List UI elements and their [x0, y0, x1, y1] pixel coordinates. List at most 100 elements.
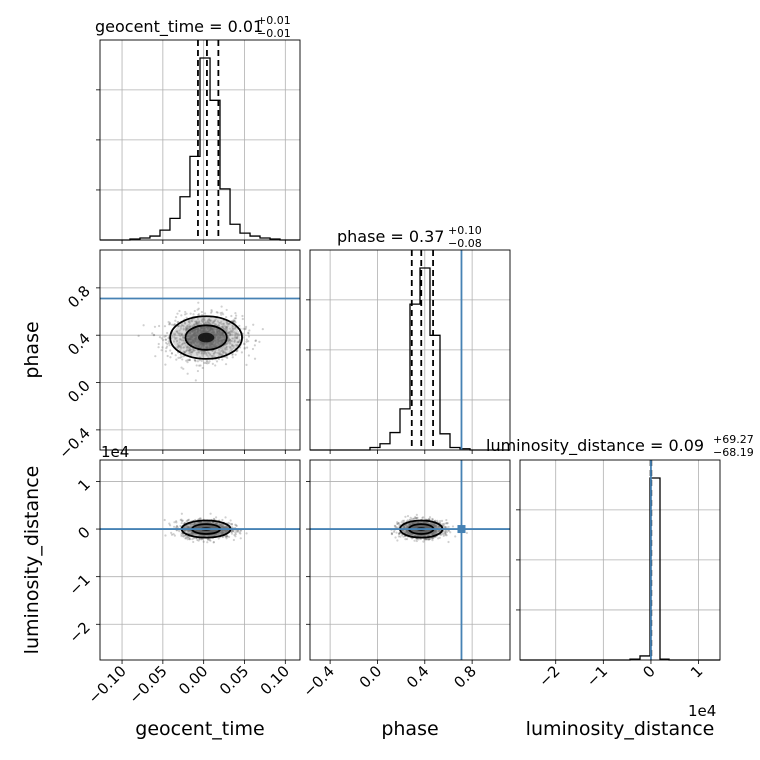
scatter-point: [203, 361, 206, 365]
scatter-point: [406, 530, 409, 533]
scatter-point: [219, 350, 222, 353]
scatter-point: [173, 332, 177, 335]
scatter-point: [235, 332, 238, 336]
scatter-point: [218, 524, 221, 527]
scatter-point: [408, 533, 411, 536]
scatter-point: [212, 352, 215, 355]
scatter-point: [433, 525, 436, 528]
scatter-point: [435, 531, 438, 535]
scatter-point: [226, 331, 230, 334]
scatter-point: [197, 521, 200, 524]
scatter-point: [175, 520, 178, 523]
scatter-point: [435, 525, 438, 528]
scatter-point: [225, 525, 228, 528]
scatter-point: [221, 325, 224, 329]
scatter-point: [406, 525, 409, 528]
scatter-point: [219, 533, 222, 536]
scatter-point: [173, 336, 176, 339]
scatter-point: [225, 320, 228, 324]
scatter-point: [184, 344, 187, 347]
scatter-point: [224, 535, 227, 538]
scatter-point: [433, 530, 436, 533]
scatter-point: [190, 532, 193, 535]
scatter-point: [233, 340, 236, 343]
scatter-point: [226, 529, 230, 532]
scatter-point: [187, 327, 190, 331]
scatter-point: [431, 536, 434, 540]
scatter-point: [226, 325, 229, 328]
scatter-point: [252, 323, 255, 326]
scatter-point: [180, 518, 183, 521]
x-tick-label-geocent_time: 0.05: [216, 662, 252, 698]
scatter-point: [204, 361, 208, 365]
scatter-point: [234, 333, 238, 336]
scatter-point: [196, 308, 199, 311]
scatter-point: [222, 313, 225, 316]
scatter-point: [232, 319, 235, 322]
scatter-point: [416, 521, 420, 524]
scatter-point: [227, 339, 230, 342]
scatter-point: [233, 319, 236, 323]
scatter-point: [186, 348, 189, 352]
scatter-point: [434, 530, 437, 533]
contour-inner: [184, 324, 228, 351]
scatter-point: [199, 364, 202, 367]
scatter-point: [214, 533, 218, 536]
scatter-point: [220, 531, 224, 535]
scatter-point: [231, 328, 234, 331]
scatter-point: [408, 523, 411, 526]
scatter-point: [432, 532, 436, 535]
scatter-point: [431, 522, 434, 525]
scatter-point: [228, 332, 232, 335]
scatter-point: [207, 538, 210, 541]
scatter-point: [245, 346, 249, 349]
scatter-point: [434, 519, 437, 522]
x-tick-label-luminosity_distance: −1: [583, 662, 611, 690]
scatter-point: [228, 331, 231, 334]
scatter-point: [404, 526, 407, 529]
scatter-point: [213, 319, 216, 323]
scatter-point: [183, 529, 186, 532]
scatter-point: [176, 526, 179, 529]
scatter-point: [221, 325, 225, 328]
scatter-point: [166, 354, 169, 358]
scatter-point: [210, 309, 213, 312]
scatter-point: [225, 308, 228, 312]
scatter-point: [434, 531, 437, 534]
scatter-point: [173, 534, 176, 537]
scatter-point: [234, 312, 237, 315]
scatter-point: [244, 327, 247, 330]
scatter-point: [185, 326, 188, 329]
scatter-point: [390, 531, 393, 535]
scatter-point: [227, 337, 230, 340]
scatter-point: [186, 524, 189, 528]
scatter-point: [421, 516, 424, 519]
scatter-point: [229, 342, 232, 345]
x-tick-label-geocent_time: −0.05: [125, 662, 170, 707]
scatter-point: [226, 329, 229, 332]
scatter-point: [434, 530, 437, 533]
scatter-point: [192, 349, 195, 352]
scatter-point: [435, 530, 439, 533]
scatter-point: [188, 349, 191, 352]
panel-frame: [309, 459, 511, 661]
scatter-point: [190, 531, 194, 534]
scatter-point: [404, 530, 407, 533]
scatter-point: [220, 326, 223, 329]
scatter-point: [228, 330, 231, 333]
scatter-point: [223, 530, 227, 534]
scatter-point: [182, 346, 185, 349]
scatter-point: [192, 537, 195, 540]
scatter-point: [433, 523, 436, 526]
scatter-point: [419, 521, 422, 524]
scatter-point: [438, 525, 441, 528]
scatter-point: [220, 531, 223, 534]
scatter-point: [229, 334, 232, 337]
scatter-point: [211, 321, 214, 324]
scatter-point: [223, 346, 226, 349]
scatter-point: [203, 322, 206, 325]
scatter-point: [201, 317, 204, 320]
scatter-point: [222, 349, 225, 352]
scatter-point: [432, 532, 435, 536]
scatter-point: [216, 351, 219, 355]
